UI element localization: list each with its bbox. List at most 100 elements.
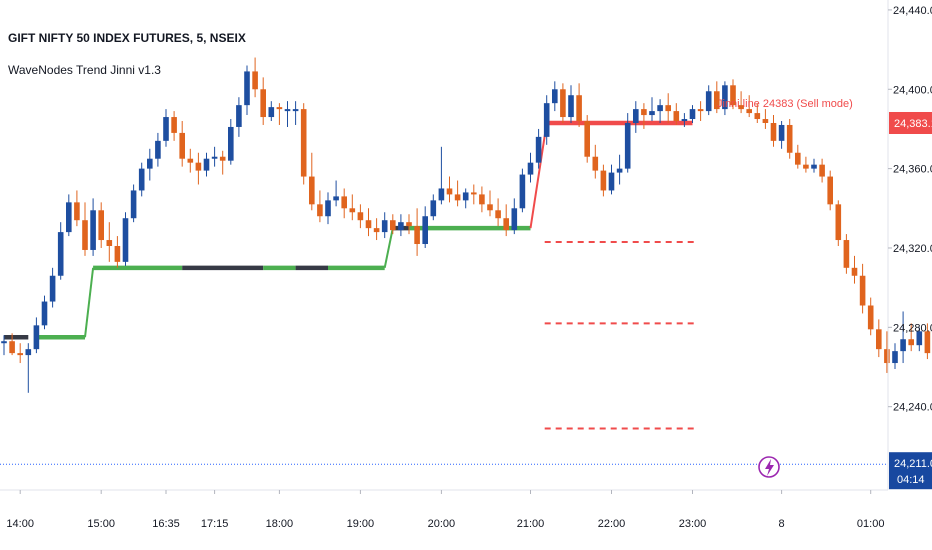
candle-up [681, 113, 688, 127]
candle-up [244, 65, 250, 116]
current-price-label: 24,211.0 [894, 458, 932, 470]
candle-body [49, 275, 56, 302]
candle-down [357, 204, 364, 229]
candle-body [916, 331, 923, 346]
candle-down [373, 218, 380, 241]
candle-body [689, 109, 696, 120]
candle-body [827, 176, 833, 205]
candle-body [228, 126, 234, 161]
candle-up [90, 198, 96, 256]
candle-up [33, 317, 40, 354]
candle-body [535, 136, 542, 163]
candle-body [608, 172, 615, 191]
candle-up [430, 194, 437, 221]
candle-body [519, 174, 526, 209]
candle-up [236, 97, 242, 137]
candle-down [171, 111, 177, 141]
candle-body [357, 212, 364, 221]
candle-body [147, 158, 153, 169]
candle-down [884, 331, 890, 373]
candle-body [762, 119, 769, 123]
lightning-alert-icon[interactable] [758, 456, 780, 478]
candle-body [17, 353, 23, 356]
candle-body [171, 117, 177, 133]
candle-up [568, 85, 574, 123]
candle-body [503, 218, 509, 231]
indicator-label: WaveNodes Trend Jinni v1.3 [8, 63, 161, 77]
candle-body [430, 200, 437, 217]
price-tick-label: 24,400.0 [893, 84, 932, 96]
candle-body [373, 228, 380, 233]
candle-body [584, 121, 590, 157]
candle-down [503, 204, 509, 237]
candle-body [138, 168, 145, 191]
candle-body [325, 200, 331, 217]
candle-down [414, 208, 420, 256]
candle-body [114, 245, 121, 262]
candle-body [576, 95, 582, 122]
time-tick-label: 18:00 [266, 518, 294, 530]
candle-body [236, 105, 242, 127]
candle-body [811, 164, 817, 169]
price-tick-label: 24,280.0 [893, 322, 932, 334]
candle-body [187, 158, 194, 163]
candle-up [657, 99, 663, 123]
time-tick-label: 15:00 [87, 518, 115, 530]
candle-up [649, 97, 655, 122]
candle-down [390, 214, 396, 235]
candle-up [292, 101, 299, 125]
time-tick-label: 14:00 [6, 518, 34, 530]
candle-body [479, 194, 485, 205]
candle-body [568, 95, 574, 118]
candle-body [398, 222, 404, 231]
candle-up [163, 109, 169, 147]
candle-body [268, 107, 275, 118]
candle-down [819, 158, 825, 183]
candle-body [835, 204, 842, 241]
candle-body [633, 109, 639, 123]
candle-body [130, 190, 137, 219]
candle-up [268, 101, 275, 122]
candle-down [762, 109, 769, 129]
candle-up [552, 81, 558, 112]
candle-up [1, 335, 7, 356]
current-price-badge [889, 452, 932, 490]
candle-body [9, 341, 15, 354]
candle-down [867, 297, 874, 336]
candle-body [697, 109, 704, 112]
candle-down [446, 176, 453, 203]
time-tick-label: 17:15 [201, 518, 229, 530]
candle-body [309, 176, 315, 205]
trend-step-up [383, 227, 394, 269]
candle-down [260, 77, 266, 125]
candle-body [260, 89, 266, 118]
candle-down [309, 152, 315, 211]
candle-body [786, 124, 793, 153]
candle-body [730, 85, 736, 106]
candle-up [722, 81, 728, 116]
candle-up [535, 128, 542, 169]
candle-up [398, 214, 404, 237]
candle-body [219, 156, 226, 161]
candle-up [527, 152, 534, 183]
candle-up [519, 168, 526, 213]
candle-body [365, 220, 372, 229]
candle-body [390, 220, 396, 231]
candle-body [252, 71, 258, 90]
candle-body [859, 275, 866, 306]
candle-down [9, 333, 15, 356]
target-levels-layer [544, 241, 697, 430]
candle-down [495, 198, 501, 227]
jinni-line-annotation: Jinni line 24383 (Sell mode) [717, 98, 853, 110]
candle-up [381, 212, 388, 239]
candle-down [786, 119, 793, 159]
candle-body [74, 202, 80, 221]
time-tick-label: 23:00 [679, 518, 707, 530]
candle-body [155, 140, 161, 159]
candle-up [900, 311, 906, 364]
candle-down [827, 170, 833, 211]
candle-down [187, 148, 194, 173]
candle-up [543, 95, 550, 145]
